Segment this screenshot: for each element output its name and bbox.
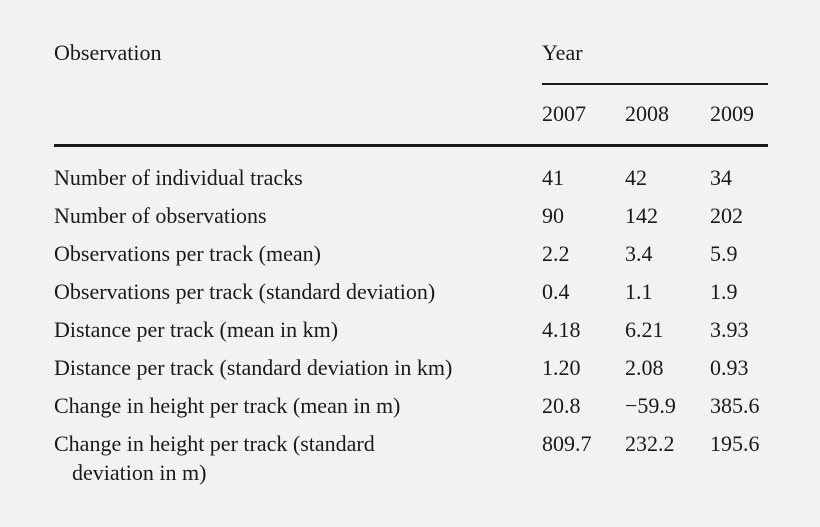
row-value-2009: 385.6 xyxy=(710,393,760,418)
row-value-2007: 0.4 xyxy=(542,279,570,304)
row-value-2009: 34 xyxy=(710,165,732,190)
row-label: Number of observations xyxy=(54,203,267,228)
row-value-2008: −59.9 xyxy=(625,393,676,418)
row-value-2009: 202 xyxy=(710,203,743,228)
row-value-2008: 1.1 xyxy=(625,279,653,304)
row-value-2008: 232.2 xyxy=(625,431,675,456)
header-rule xyxy=(54,144,768,147)
observation-header: Observation xyxy=(54,40,162,65)
row-value-2007: 20.8 xyxy=(542,393,581,418)
row-value-2007: 90 xyxy=(542,203,564,228)
row-value-2007: 4.18 xyxy=(542,317,581,342)
row-value-2009: 3.93 xyxy=(710,317,749,342)
row-value-2009: 5.9 xyxy=(710,241,738,266)
row-label: Distance per track (mean in km) xyxy=(54,317,339,342)
row-label: Observations per track (standard deviati… xyxy=(54,279,436,304)
row-value-2009: 195.6 xyxy=(710,431,760,456)
row-value-2007: 809.7 xyxy=(542,431,592,456)
row-label: Change in height per track (standard xyxy=(54,431,375,456)
row-value-2007: 2.2 xyxy=(542,241,570,266)
row-value-2009: 0.93 xyxy=(710,355,749,380)
year-2008-header: 2008 xyxy=(625,101,669,126)
row-label: Observations per track (mean) xyxy=(54,241,321,266)
row-value-2007: 1.20 xyxy=(542,355,581,380)
row-value-2008: 142 xyxy=(625,203,658,228)
row-value-2008: 2.08 xyxy=(625,355,664,380)
year-underline xyxy=(542,83,768,85)
row-label: Change in height per track (mean in m) xyxy=(54,393,401,418)
row-value-2009: 1.9 xyxy=(710,279,738,304)
row-value-2008: 42 xyxy=(625,165,647,190)
year-2007-header: 2007 xyxy=(542,101,586,126)
year-2009-header: 2009 xyxy=(710,101,754,126)
row-label: Number of individual tracks xyxy=(54,165,303,190)
row-value-2008: 6.21 xyxy=(625,317,664,342)
row-value-2008: 3.4 xyxy=(625,241,653,266)
row-value-2007: 41 xyxy=(542,165,564,190)
year-header: Year xyxy=(542,40,583,65)
row-label-continuation: deviation in m) xyxy=(72,460,207,485)
row-label: Distance per track (standard deviation i… xyxy=(54,355,453,380)
data-table: Observation Year 2007 2008 2009 Number o… xyxy=(54,0,768,527)
